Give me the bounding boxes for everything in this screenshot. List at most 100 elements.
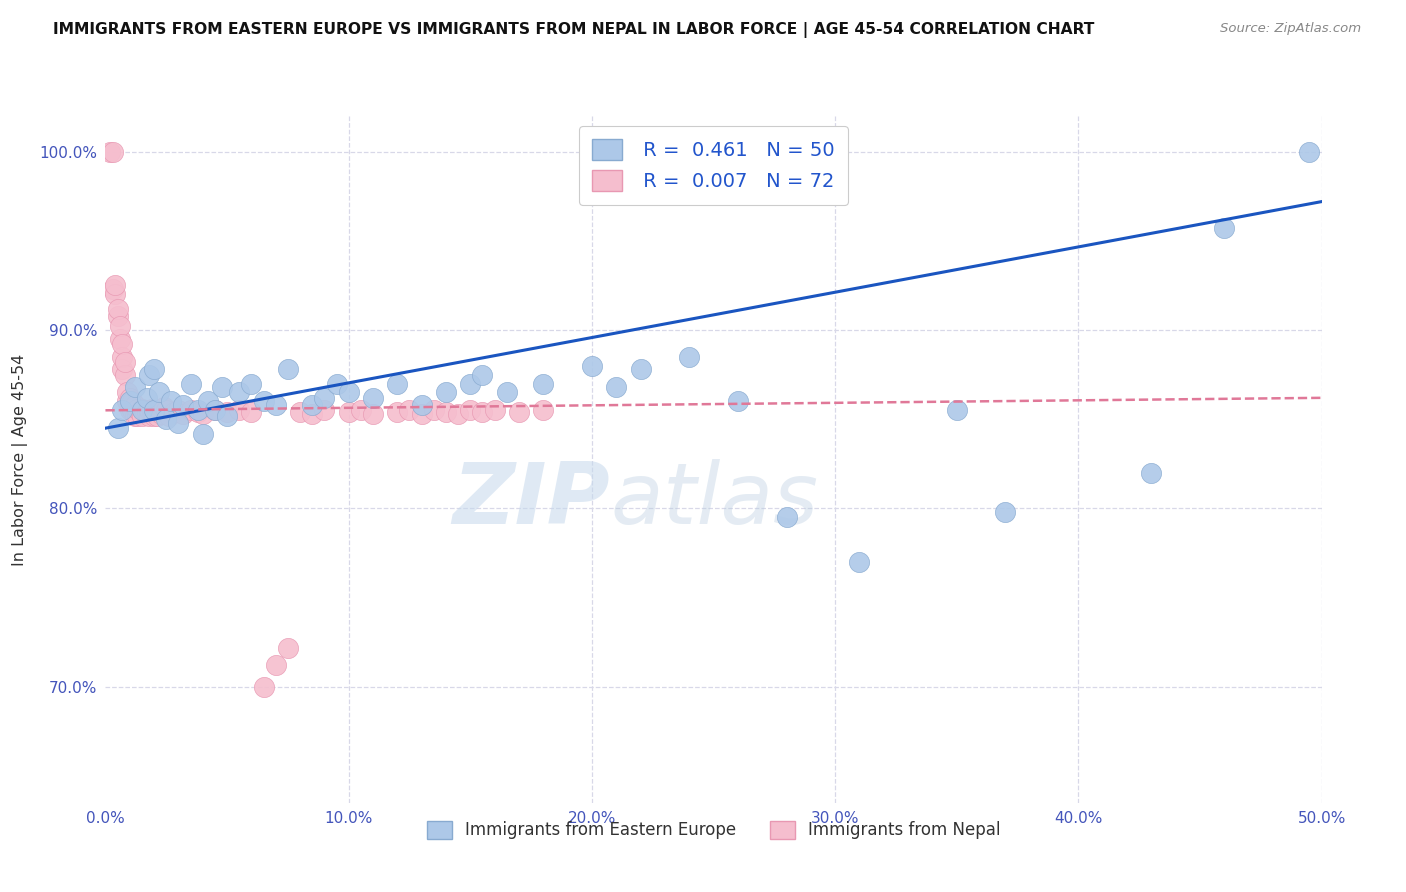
Point (848, 555, 870, 569)
Point (387, 376, 409, 391)
Point (118, 394, 141, 409)
Point (118, 398, 141, 412)
Point (1140, 466, 1163, 480)
Point (121, 394, 143, 409)
Point (148, 403, 170, 417)
Point (138, 409, 160, 423)
Point (277, 640, 299, 655)
Point (138, 368, 160, 382)
Point (301, 398, 323, 412)
Point (398, 403, 420, 417)
Point (471, 405, 494, 419)
Point (180, 376, 202, 391)
Point (1298, 145, 1320, 159)
Point (337, 405, 360, 419)
Point (264, 398, 287, 412)
Point (104, 287, 127, 301)
Point (155, 403, 177, 417)
Point (104, 278, 127, 293)
Point (531, 376, 554, 391)
Point (197, 394, 219, 409)
Point (484, 403, 506, 417)
Point (678, 350, 700, 364)
Point (187, 405, 209, 419)
Point (101, 282, 124, 296)
Point (252, 394, 274, 409)
Point (994, 505, 1017, 519)
Point (204, 403, 226, 417)
Point (125, 401, 148, 416)
Point (434, 385, 457, 400)
Text: IMMIGRANTS FROM EASTERN EUROPE VS IMMIGRANTS FROM NEPAL IN LABOR FORCE | AGE 45-: IMMIGRANTS FROM EASTERN EUROPE VS IMMIGR… (53, 22, 1095, 38)
Point (288, 405, 311, 419)
Point (143, 362, 166, 376)
Point (160, 394, 183, 409)
Point (135, 391, 157, 405)
Point (108, 332, 131, 346)
Point (131, 401, 153, 416)
Point (153, 400, 176, 414)
Point (314, 403, 336, 417)
Text: Source: ZipAtlas.com: Source: ZipAtlas.com (1220, 22, 1361, 36)
Point (141, 405, 163, 419)
Point (350, 403, 373, 417)
Point (118, 403, 141, 417)
Point (277, 362, 299, 376)
Point (107, 309, 129, 323)
Point (157, 409, 180, 423)
Point (117, 385, 139, 400)
Point (162, 405, 184, 419)
Point (217, 405, 239, 419)
Text: atlas: atlas (610, 459, 818, 542)
Point (252, 680, 274, 694)
Point (191, 407, 214, 421)
Text: ZIP: ZIP (453, 459, 610, 542)
Point (361, 407, 384, 421)
Point (508, 405, 530, 419)
Point (531, 403, 554, 417)
Point (411, 407, 433, 421)
Legend: Immigrants from Eastern Europe, Immigrants from Nepal: Immigrants from Eastern Europe, Immigran… (420, 814, 1007, 846)
Point (727, 394, 749, 409)
Point (111, 403, 134, 417)
Point (204, 403, 226, 417)
Point (155, 412, 177, 426)
Point (108, 319, 131, 334)
Point (98, 145, 121, 159)
Point (301, 407, 323, 421)
Point (387, 405, 409, 419)
Point (134, 403, 156, 417)
Point (121, 403, 143, 417)
Point (138, 403, 160, 417)
Point (143, 403, 166, 417)
Point (361, 391, 384, 405)
Point (775, 510, 797, 524)
Point (411, 398, 433, 412)
Point (325, 376, 347, 391)
Point (172, 398, 194, 412)
Point (114, 368, 136, 382)
Point (187, 403, 209, 417)
Point (131, 403, 153, 417)
Point (124, 409, 146, 423)
Point (471, 368, 494, 382)
Point (581, 359, 603, 373)
Point (101, 145, 124, 159)
Point (167, 403, 190, 417)
Point (124, 398, 146, 412)
Point (145, 409, 167, 423)
Point (141, 401, 163, 416)
Point (114, 355, 136, 369)
Point (111, 362, 134, 376)
Point (167, 416, 190, 430)
Point (107, 301, 129, 316)
Point (172, 407, 194, 421)
Point (211, 380, 233, 394)
Point (111, 337, 134, 351)
Point (180, 403, 202, 417)
Point (117, 394, 139, 409)
Y-axis label: In Labor Force | Age 45-54: In Labor Force | Age 45-54 (13, 353, 28, 566)
Point (131, 409, 153, 423)
Point (240, 405, 263, 419)
Point (143, 403, 166, 417)
